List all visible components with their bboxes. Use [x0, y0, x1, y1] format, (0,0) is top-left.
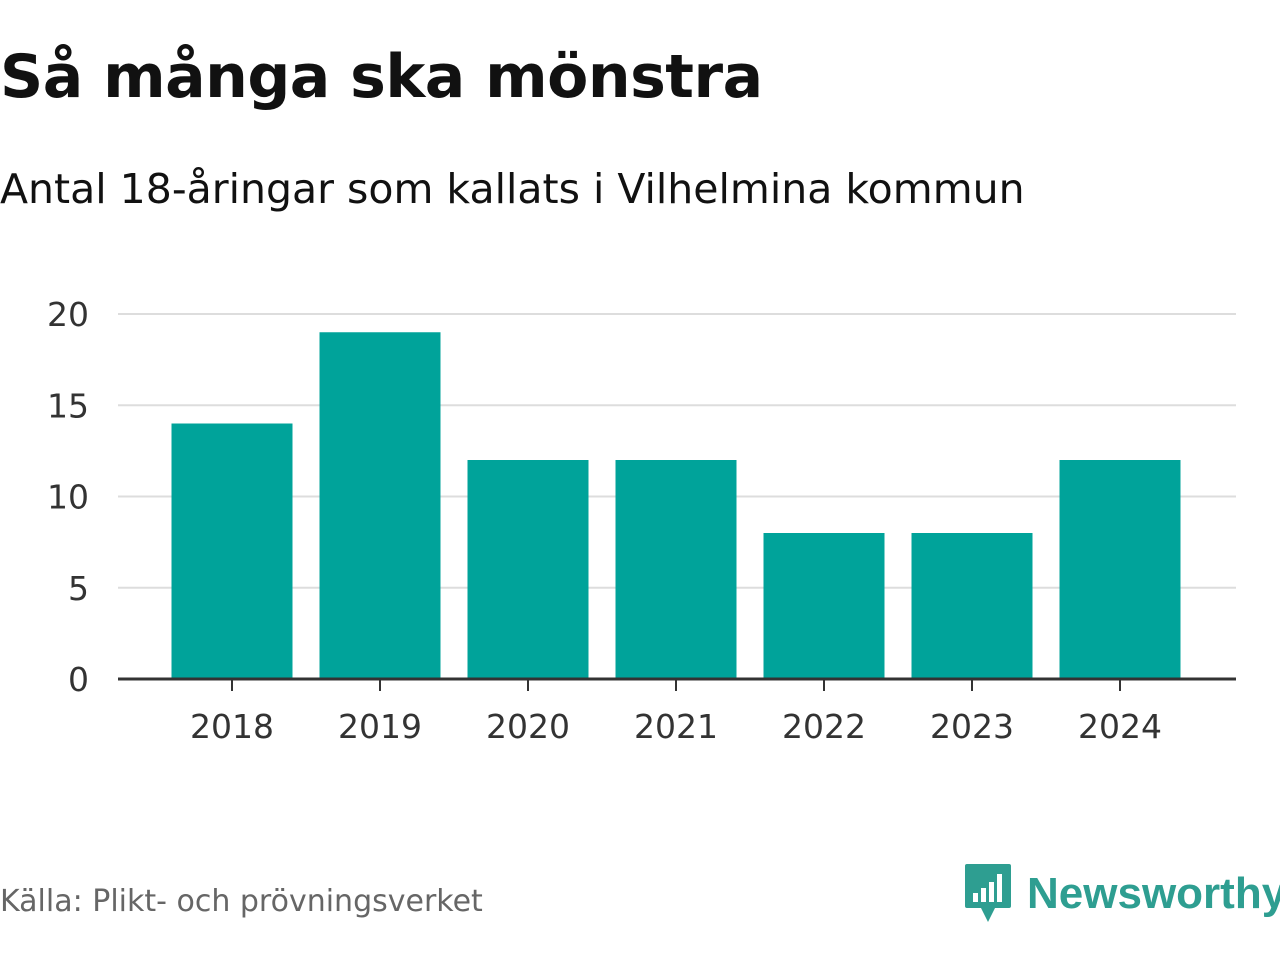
x-tick-label: 2020	[486, 707, 570, 746]
bar-2023	[911, 533, 1033, 679]
bar-2020	[467, 460, 589, 679]
x-tick-label: 2024	[1078, 707, 1162, 746]
brand-logo: Newsworthy	[963, 862, 1280, 926]
bar-2022	[763, 533, 885, 679]
source-note: Källa: Plikt- och prövningsverket	[0, 884, 483, 919]
brand-name: Newsworthy	[1027, 869, 1280, 918]
bar-2019	[319, 332, 441, 679]
x-tick-label: 2023	[930, 707, 1014, 746]
x-tick-label: 2021	[634, 707, 718, 746]
x-tick-label: 2022	[782, 707, 866, 746]
x-tick-label: 2018	[190, 707, 274, 746]
bars	[171, 332, 1181, 679]
y-tick-label: 15	[47, 386, 89, 425]
y-tick-label: 20	[47, 295, 89, 334]
axes: 0 5 10 15 20 2018 2019 2020 2021 2022 2023 2024	[47, 295, 1236, 746]
y-tick-label: 10	[47, 478, 89, 517]
chart-title: Så många ska mönstra	[0, 42, 763, 112]
chart-subtitle: Antal 18-åringar som kallats i Vilhelmin…	[0, 165, 1025, 213]
y-tick-label: 5	[68, 569, 89, 608]
x-tick-label: 2019	[338, 707, 422, 746]
bar-2018	[171, 423, 293, 679]
bar-2021	[615, 460, 737, 679]
newsworthy-logo-icon	[965, 864, 1011, 922]
y-tick-label: 0	[68, 660, 89, 699]
bar-2024	[1059, 460, 1181, 679]
